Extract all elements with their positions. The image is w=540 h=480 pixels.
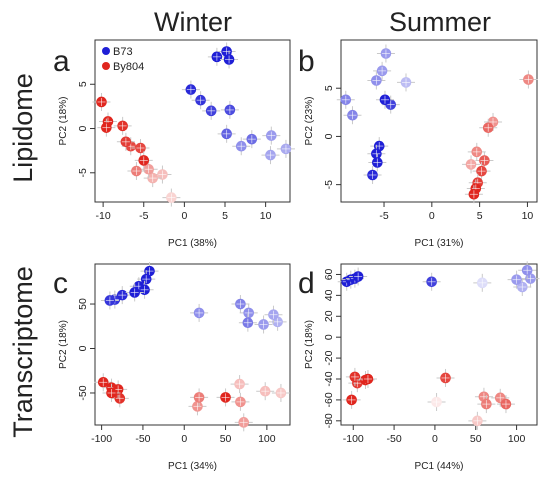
x-axis-title: PC1 (44%): [415, 461, 464, 472]
y-tick-label: 5: [323, 85, 335, 91]
x-tick-label: -50: [386, 433, 401, 445]
panel-letter: c: [53, 267, 68, 300]
x-tick-label: 50: [470, 433, 482, 445]
row-title-transcriptome: Transcriptome: [8, 266, 38, 438]
x-tick-label: -5: [379, 210, 388, 222]
x-tick-label: -5: [139, 210, 148, 222]
x-tick-label: -10: [96, 210, 111, 222]
legend-label-by804: By804: [113, 61, 144, 73]
plot-frame: [94, 263, 291, 426]
y-tick-label: -40: [323, 371, 335, 386]
y-tick-label: 0: [77, 125, 89, 131]
panel-b: b -5 0 5 10 -5 0 5 PC1 (31%) PC2 (23%): [298, 39, 538, 249]
plot-frame: [340, 263, 538, 426]
x-tick-label: 50: [220, 433, 232, 445]
x-tick-label: 0: [432, 433, 438, 445]
x-tick-label: 100: [508, 433, 526, 445]
column-title-summer: Summer: [389, 7, 491, 37]
x-tick-label: 5: [477, 210, 483, 222]
y-tick-label: 20: [323, 310, 335, 322]
row-title-lipidome: Lipidome: [8, 73, 38, 183]
y-tick-label: -50: [77, 385, 89, 400]
x-tick-label: -100: [343, 433, 364, 445]
y-tick-label: 0: [77, 345, 89, 351]
legend-marker-b73: [102, 47, 110, 55]
x-axis-title: PC1 (31%): [415, 238, 464, 249]
y-tick-label: 0: [323, 334, 335, 340]
y-axis-title: PC2 (23%): [304, 97, 315, 146]
x-tick-label: 0: [181, 433, 187, 445]
plot-frame: [340, 39, 538, 203]
y-tick-label: -80: [323, 413, 335, 428]
y-tick-label: -5: [77, 168, 89, 177]
y-axis-title: PC2 (18%): [304, 320, 315, 369]
x-tick-label: 5: [222, 210, 228, 222]
plot-frame: [94, 39, 291, 203]
legend-label-b73: B73: [113, 46, 133, 58]
x-tick-label: -50: [135, 433, 150, 445]
column-title-winter: Winter: [154, 7, 232, 37]
panel-d: d -100 -50 0 50 100 60 40 20 0 -20 -40 -60 -80 PC1 (44…: [298, 261, 540, 472]
legend: B73 By804: [102, 46, 144, 73]
legend-marker-by804: [102, 62, 110, 70]
panel-letter: a: [53, 45, 70, 78]
x-tick-label: 0: [181, 210, 187, 222]
y-axis-title: PC2 (18%): [58, 97, 69, 146]
x-tick-label: -100: [91, 433, 112, 445]
y-tick-label: -5: [323, 180, 335, 189]
panel-letter: d: [298, 267, 315, 300]
y-tick-label: 0: [323, 133, 335, 139]
x-tick-label: 10: [522, 210, 534, 222]
panel-a: a -10 -5 0 5 10 -5 0 5 PC1 (38%) PC2 (18%): [53, 39, 295, 249]
y-tick-label: 5: [77, 81, 89, 87]
x-axis-title: PC1 (34%): [168, 461, 217, 472]
y-tick-label: -20: [323, 350, 335, 365]
y-tick-label: 40: [323, 289, 335, 301]
panel-letter: b: [298, 45, 315, 78]
x-axis-title: PC1 (38%): [168, 238, 217, 249]
x-tick-label: 10: [260, 210, 272, 222]
y-tick-label: -60: [323, 392, 335, 407]
panel-c: c -100 -50 0 50 100 -50 0 50 PC1 (34%) PC2 (18%): [53, 262, 291, 472]
y-tick-label: 60: [323, 268, 335, 280]
y-axis-title: PC2 (18%): [58, 320, 69, 369]
x-tick-label: 0: [429, 210, 435, 222]
x-tick-label: 100: [258, 433, 276, 445]
y-tick-label: 50: [77, 298, 89, 310]
